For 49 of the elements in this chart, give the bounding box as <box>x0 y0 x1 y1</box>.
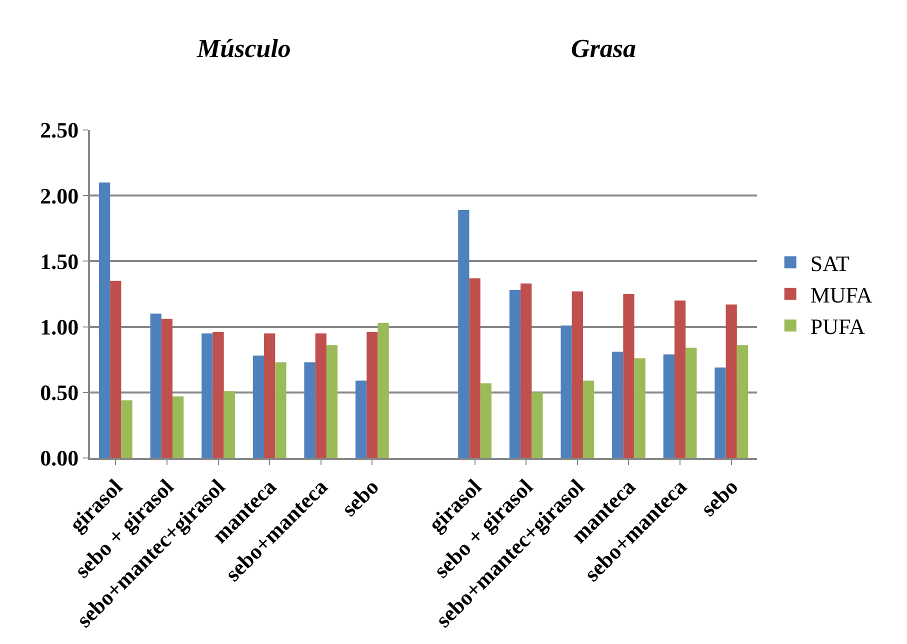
bar <box>98 182 110 458</box>
bar <box>264 333 276 458</box>
bar <box>161 318 173 458</box>
legend-label: PUFA <box>810 314 866 340</box>
bar <box>532 392 543 458</box>
bar <box>686 348 697 458</box>
bar <box>560 325 572 458</box>
text: Músculo <box>196 34 291 63</box>
bar <box>572 291 583 458</box>
bar <box>252 356 264 458</box>
bar <box>612 352 624 458</box>
bar <box>509 290 521 458</box>
x-tick-label: sebo <box>336 474 384 522</box>
bar <box>520 284 532 458</box>
bar <box>736 345 748 458</box>
bar <box>212 332 224 458</box>
bar <box>726 304 737 458</box>
bar <box>172 396 184 458</box>
y-tick-label: 2.50 <box>40 118 79 143</box>
bar <box>326 345 338 458</box>
bar <box>663 354 674 458</box>
y-tick-label: 1.50 <box>40 248 79 274</box>
bar <box>469 278 480 458</box>
bar <box>458 210 470 458</box>
bar <box>714 367 726 458</box>
bar <box>582 380 594 458</box>
bar <box>202 333 213 458</box>
bar <box>366 332 378 458</box>
bar <box>275 362 286 458</box>
bar <box>480 383 492 458</box>
legend-label: SAT <box>810 250 850 276</box>
bar <box>224 391 235 458</box>
bar <box>634 358 646 458</box>
bar <box>378 322 389 458</box>
y-tick-label: 2.00 <box>40 183 79 208</box>
bar <box>110 280 122 458</box>
legend-label: MUFA <box>810 282 872 308</box>
text: Grasa <box>571 34 636 63</box>
x-tick-label: sebo <box>696 474 743 522</box>
bar <box>623 294 634 458</box>
bar <box>674 300 686 458</box>
bar <box>356 380 367 458</box>
y-tick-label: 1.00 <box>40 314 79 340</box>
bar <box>304 362 316 458</box>
bar <box>121 400 132 458</box>
y-tick-label: 0.50 <box>40 380 79 406</box>
bar <box>315 333 326 458</box>
y-tick-label: 0.00 <box>40 446 79 471</box>
bar <box>150 314 162 458</box>
